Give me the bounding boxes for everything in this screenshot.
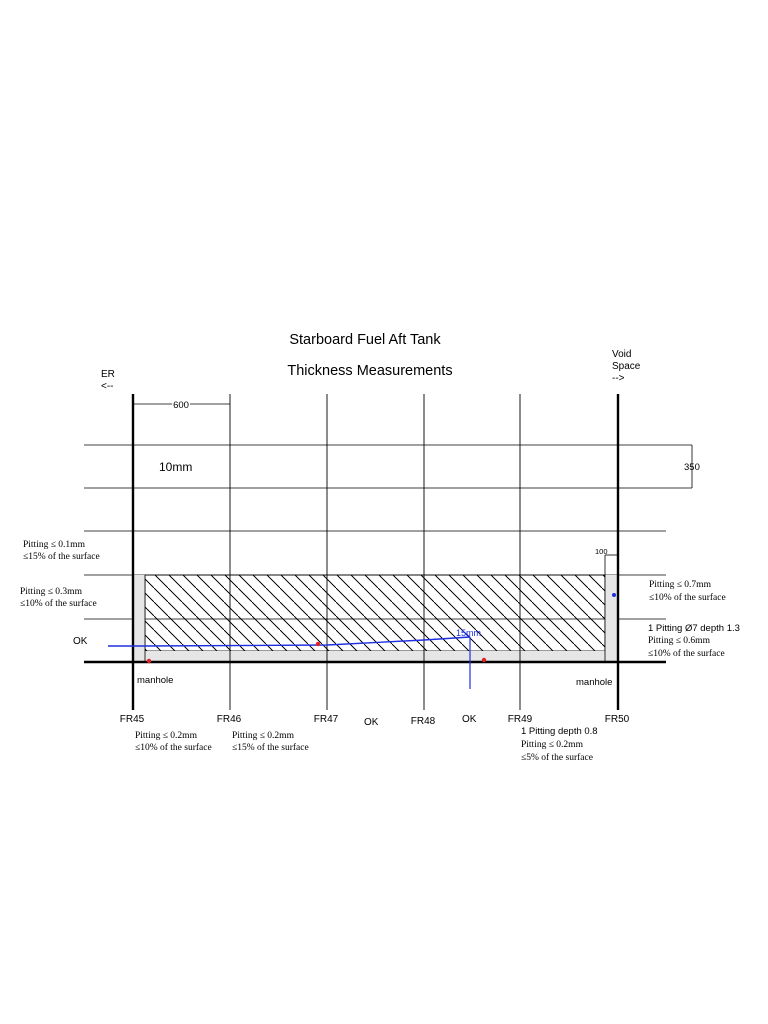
void-arrow: --> [612,373,625,384]
frame-label-fr47: FR47 [314,714,339,725]
fr49-note-line2: Pitting ≤ 0.2mm [521,740,584,750]
right-note-2-line1: 1 Pitting Ø7 depth 1.3 [648,623,740,634]
fr49-note-line3: ≤5% of the surface [521,752,593,763]
gap-15mm-label: 15mm [456,628,481,638]
dimension-350-label: 350 [684,462,700,473]
fr46-note-line2: ≤15% of the surface [232,742,309,753]
fr46-note-line1: Pitting ≤ 0.2mm [232,731,295,741]
right-note-2-line3: ≤10% of the surface [648,648,725,659]
right-gap-fill [605,575,618,662]
left-note-2-line1: Pitting ≤ 0.3mm [20,587,83,597]
frame-label-fr50: FR50 [605,714,630,725]
right-note-1-line2: ≤10% of the surface [649,592,726,603]
er-arrow: <-- [101,381,114,392]
blue-point-marker [612,593,616,597]
er-label: ER [101,369,115,380]
frame-label-fr45: FR45 [120,714,145,725]
fr49-note-line1: 1 Pitting depth 0.8 [521,726,598,737]
blue-leader [462,630,471,638]
title-line1: Starboard Fuel Aft Tank [289,332,441,348]
frame-label-fr48: FR48 [411,716,436,727]
fr45-note-line2: ≤10% of the surface [135,742,212,753]
hatched-tank-area [144,574,606,652]
frame-label-fr49: FR49 [508,714,533,725]
red-marker-fr47 [315,641,321,647]
right-note-1-line1: Pitting ≤ 0.7mm [649,580,712,590]
fr47-ok-label: OK [364,717,379,728]
plate-thickness-label: 10mm [159,460,192,474]
left-note-1-line2: ≤15% of the surface [23,551,100,562]
bottom-gap-fill [145,651,605,662]
fr48-ok-label: OK [462,714,477,725]
manhole-left-label: manhole [137,675,173,686]
frame-label-fr46: FR46 [217,714,242,725]
left-note-2-line2: ≤10% of the surface [20,598,97,609]
left-gap-fill [133,575,145,662]
red-marker-fr49 [481,657,487,663]
space-label: Space [612,361,641,372]
blue-deflection-line [108,636,471,647]
void-label: Void [612,349,631,360]
right-note-2-line2: Pitting ≤ 0.6mm [648,636,711,646]
fr45-note-line1: Pitting ≤ 0.2mm [135,731,198,741]
title-line2: Thickness Measurements [287,363,452,379]
left-ok-label: OK [73,636,88,647]
manhole-right-label: manhole [576,677,612,688]
dimension-600-label: 600 [173,400,189,411]
left-note-1-line1: Pitting ≤ 0.1mm [23,540,86,550]
red-marker-fr45 [146,658,152,664]
dimension-100-label: 100 [595,547,608,556]
